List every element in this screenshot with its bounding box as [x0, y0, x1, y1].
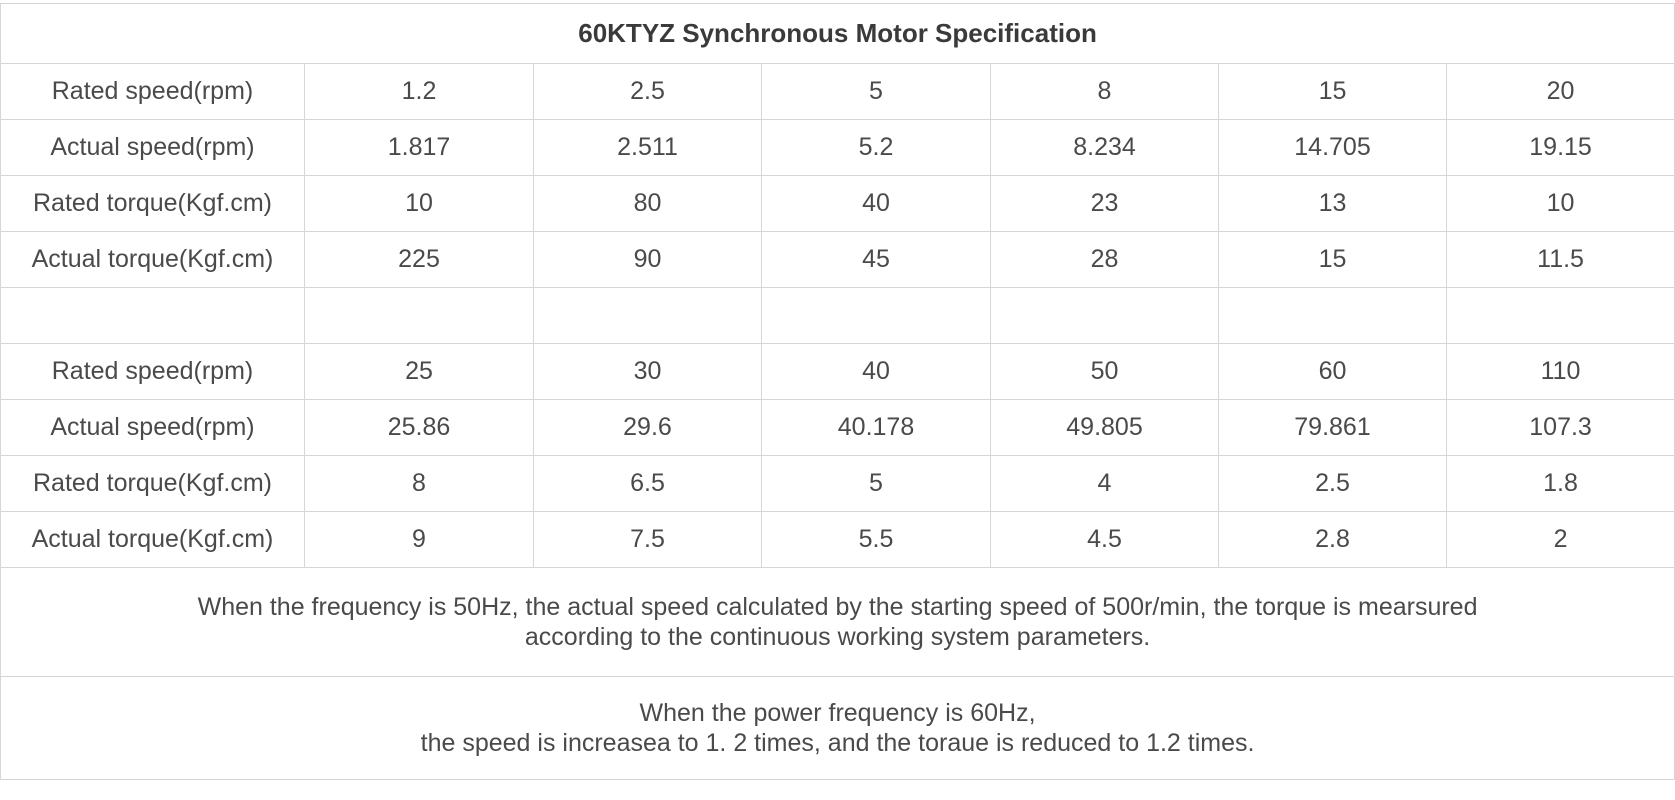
value-cell: 2.5 [533, 63, 762, 120]
row-label: Actual speed(rpm) [0, 119, 305, 176]
value-cell: 14.705 [1218, 119, 1447, 176]
data-row: Rated torque(Kgf.cm) 10 80 40 23 13 10 [0, 175, 1675, 232]
spec-table: 60KTYZ Synchronous Motor Specification R… [0, 3, 1675, 780]
value-cell: 6.5 [533, 455, 762, 512]
value-cell: 23 [990, 175, 1219, 232]
note-row: When the frequency is 50Hz, the actual s… [0, 567, 1675, 677]
value-cell: 29.6 [533, 399, 762, 456]
note-line: according to the continuous working syst… [524, 623, 1151, 651]
value-cell: 60 [1218, 343, 1447, 400]
value-cell: 2.5 [1218, 455, 1447, 512]
value-cell: 4.5 [990, 511, 1219, 568]
value-cell: 5 [761, 455, 991, 512]
value-cell: 10 [1445, 175, 1675, 232]
value-cell: 10 [304, 175, 534, 232]
value-cell: 5.5 [761, 511, 991, 568]
value-cell: 9 [304, 511, 534, 568]
value-cell: 7.5 [533, 511, 762, 568]
data-row: Rated speed(rpm) 1.2 2.5 5 8 15 20 [0, 63, 1675, 120]
table-title: 60KTYZ Synchronous Motor Specification [0, 3, 1675, 64]
value-cell: 19.15 [1445, 119, 1675, 176]
data-row: Rated torque(Kgf.cm) 8 6.5 5 4 2.5 1.8 [0, 455, 1675, 512]
value-cell: 40.178 [761, 399, 991, 456]
row-label: Rated torque(Kgf.cm) [0, 175, 305, 232]
value-cell: 28 [990, 231, 1219, 288]
empty-cell [533, 287, 762, 344]
page: 60KTYZ Synchronous Motor Specification R… [0, 3, 1675, 800]
value-cell: 107.3 [1445, 399, 1675, 456]
value-cell: 1.817 [304, 119, 534, 176]
value-cell: 15 [1218, 231, 1447, 288]
value-cell: 30 [533, 343, 762, 400]
value-cell: 2 [1445, 511, 1675, 568]
note-line: When the power frequency is 60Hz, [639, 699, 1036, 727]
empty-cell [0, 287, 305, 344]
empty-cell [1218, 287, 1447, 344]
row-label: Rated speed(rpm) [0, 343, 305, 400]
note-line: the speed is increasea to 1. 2 times, an… [420, 729, 1255, 757]
row-label: Actual speed(rpm) [0, 399, 305, 456]
value-cell: 50 [990, 343, 1219, 400]
note-line: When the frequency is 50Hz, the actual s… [197, 593, 1478, 621]
value-cell: 80 [533, 175, 762, 232]
value-cell: 2.511 [533, 119, 762, 176]
row-label: Actual torque(Kgf.cm) [0, 231, 305, 288]
value-cell: 40 [761, 343, 991, 400]
value-cell: 225 [304, 231, 534, 288]
value-cell: 20 [1445, 63, 1675, 120]
spacer-row [0, 287, 1675, 344]
note-cell: When the power frequency is 60Hz, the spe… [0, 676, 1675, 780]
value-cell: 2.8 [1218, 511, 1447, 568]
row-label: Actual torque(Kgf.cm) [0, 511, 305, 568]
value-cell: 11.5 [1445, 231, 1675, 288]
value-cell: 13 [1218, 175, 1447, 232]
title-row: 60KTYZ Synchronous Motor Specification [0, 3, 1675, 64]
value-cell: 40 [761, 175, 991, 232]
value-cell: 1.8 [1445, 455, 1675, 512]
data-row: Actual speed(rpm) 1.817 2.511 5.2 8.234 14.70… [0, 119, 1675, 176]
empty-cell [304, 287, 534, 344]
data-row: Actual torque(Kgf.cm) 9 7.5 5.5 4.5 2.8 2 [0, 511, 1675, 568]
value-cell: 90 [533, 231, 762, 288]
data-row: Actual torque(Kgf.cm) 225 90 45 28 15 11.5 [0, 231, 1675, 288]
note-row: When the power frequency is 60Hz, the spe… [0, 676, 1675, 780]
value-cell: 4 [990, 455, 1219, 512]
data-row: Rated speed(rpm) 25 30 40 50 60 110 [0, 343, 1675, 400]
empty-cell [990, 287, 1219, 344]
row-label: Rated torque(Kgf.cm) [0, 455, 305, 512]
value-cell: 45 [761, 231, 991, 288]
data-row: Actual speed(rpm) 25.86 29.6 40.178 49.805 79… [0, 399, 1675, 456]
empty-cell [1445, 287, 1675, 344]
value-cell: 8.234 [990, 119, 1219, 176]
value-cell: 1.2 [304, 63, 534, 120]
note-cell: When the frequency is 50Hz, the actual s… [0, 567, 1675, 677]
value-cell: 15 [1218, 63, 1447, 120]
row-label: Rated speed(rpm) [0, 63, 305, 120]
value-cell: 49.805 [990, 399, 1219, 456]
value-cell: 8 [990, 63, 1219, 120]
value-cell: 110 [1445, 343, 1675, 400]
value-cell: 5.2 [761, 119, 991, 176]
empty-cell [761, 287, 991, 344]
value-cell: 25 [304, 343, 534, 400]
value-cell: 8 [304, 455, 534, 512]
table-body: 60KTYZ Synchronous Motor Specification R… [0, 3, 1675, 780]
value-cell: 79.861 [1218, 399, 1447, 456]
value-cell: 25.86 [304, 399, 534, 456]
value-cell: 5 [761, 63, 991, 120]
